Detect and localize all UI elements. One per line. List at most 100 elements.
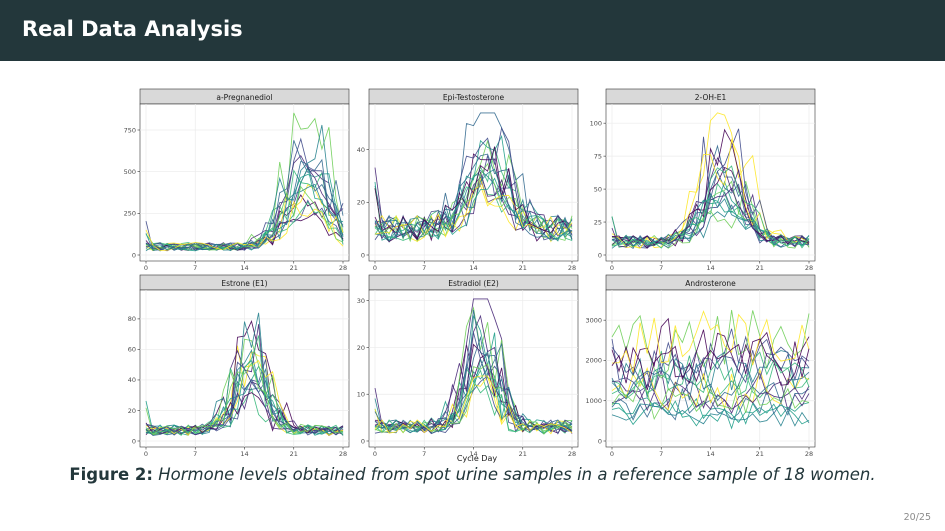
- series-line: [145, 312, 344, 435]
- series-line: [611, 192, 810, 249]
- series-line: [611, 309, 810, 379]
- y-tick-label: 60: [128, 346, 136, 354]
- facet-panel: a-Pregnanediol 0 7 14 21 28 0 250 500 750: [124, 88, 350, 272]
- series-line: [374, 153, 573, 240]
- x-tick-label: 7: [193, 450, 197, 458]
- x-tick-label: 0: [144, 450, 148, 458]
- facet-title: Androsterone: [685, 279, 736, 288]
- x-tick-label: 28: [805, 264, 813, 272]
- x-tick-label: 28: [339, 450, 347, 458]
- series-line: [611, 338, 810, 391]
- y-tick-label: 40: [357, 146, 365, 154]
- y-tick-label: 75: [594, 152, 602, 160]
- y-tick-label: 40: [128, 376, 136, 384]
- y-tick-label: 750: [124, 126, 136, 134]
- x-tick-label: 7: [659, 450, 663, 458]
- x-tick-label: 21: [756, 264, 764, 272]
- x-tick-label: 14: [706, 264, 714, 272]
- x-tick-label: 21: [290, 264, 298, 272]
- y-tick-label: 10: [357, 391, 365, 399]
- x-tick-label: 14: [469, 450, 477, 458]
- series-line: [611, 403, 810, 427]
- series-line: [611, 400, 810, 430]
- x-tick-label: 14: [706, 450, 714, 458]
- series-line: [611, 165, 810, 249]
- y-tick-label: 80: [128, 315, 136, 323]
- caption-label: Figure 2:: [69, 465, 153, 484]
- y-tick-label: 2000: [585, 357, 602, 365]
- y-tick-label: 25: [594, 218, 602, 226]
- facet-panel: Estrone (E1) 0 7 14 21 28 0 20 40 60 80: [128, 274, 350, 458]
- y-tick-label: 20: [357, 199, 365, 207]
- series-line: [145, 200, 344, 251]
- series-line: [374, 146, 573, 241]
- x-tick-label: 7: [422, 450, 426, 458]
- series-line: [611, 198, 810, 248]
- facet-panel: Androsterone 0 7 14 21 28 0 1000 2000 3000: [585, 274, 816, 458]
- x-tick-label: 7: [659, 264, 663, 272]
- series-line: [374, 375, 573, 435]
- title-bar: Real Data Analysis: [0, 0, 945, 61]
- series-line: [611, 363, 810, 405]
- series-line: [145, 392, 344, 434]
- series-line: [145, 359, 344, 436]
- facet-panel: Epi-Testosterone 0 7 14 21 28 0 20 40: [357, 88, 579, 272]
- y-tick-label: 500: [124, 168, 136, 176]
- series-line: [145, 160, 344, 252]
- series-line: [145, 124, 344, 252]
- series-line: [145, 335, 344, 436]
- series-line: [611, 310, 810, 373]
- y-tick-label: 30: [357, 297, 365, 305]
- series-line: [374, 177, 573, 242]
- page-number: 20/25: [903, 512, 931, 523]
- series-line: [374, 349, 573, 435]
- facet-title: a-Pregnanediol: [216, 93, 272, 102]
- x-tick-label: 14: [240, 264, 248, 272]
- series-line: [374, 375, 573, 434]
- x-tick-label: 7: [422, 264, 426, 272]
- y-tick-label: 50: [594, 185, 602, 193]
- y-tick-label: 0: [598, 251, 602, 259]
- series-line: [611, 388, 810, 421]
- series-line: [611, 380, 810, 421]
- x-tick-label: 0: [373, 450, 377, 458]
- y-tick-label: 0: [598, 437, 602, 445]
- y-tick-label: 20: [357, 344, 365, 352]
- x-tick-label: 0: [144, 264, 148, 272]
- x-tick-label: 28: [568, 450, 576, 458]
- x-tick-label: 28: [805, 450, 813, 458]
- y-tick-label: 0: [361, 437, 365, 445]
- y-tick-label: 3000: [585, 316, 602, 324]
- series-line: [145, 361, 344, 436]
- x-tick-label: 14: [240, 450, 248, 458]
- facet-title: 2-OH-E1: [695, 93, 727, 102]
- x-tick-label: 14: [469, 264, 477, 272]
- y-tick-label: 1000: [585, 397, 602, 405]
- x-axis-label: Cycle Day: [457, 454, 497, 463]
- x-tick-label: 28: [339, 264, 347, 272]
- x-tick-label: 28: [568, 264, 576, 272]
- series-line: [374, 310, 573, 434]
- y-tick-label: 100: [590, 119, 602, 127]
- series-line: [145, 154, 344, 252]
- series-line: [374, 126, 573, 241]
- y-tick-label: 250: [124, 210, 136, 218]
- y-tick-label: 0: [132, 437, 136, 445]
- series-line: [611, 317, 810, 385]
- x-tick-label: 21: [756, 450, 764, 458]
- x-tick-label: 21: [519, 264, 527, 272]
- series-line: [611, 367, 810, 411]
- x-tick-label: 21: [290, 450, 298, 458]
- facet-title: Epi-Testosterone: [443, 93, 505, 102]
- x-tick-label: 0: [610, 264, 614, 272]
- series-line: [145, 168, 344, 251]
- series-line: [374, 162, 573, 243]
- x-tick-label: 21: [519, 450, 527, 458]
- series-line: [611, 380, 810, 412]
- figure-caption: Figure 2: Hormone levels obtained from s…: [0, 465, 945, 484]
- x-tick-label: 0: [610, 450, 614, 458]
- y-tick-label: 20: [128, 407, 136, 415]
- series-line: [611, 128, 810, 249]
- x-tick-label: 0: [373, 264, 377, 272]
